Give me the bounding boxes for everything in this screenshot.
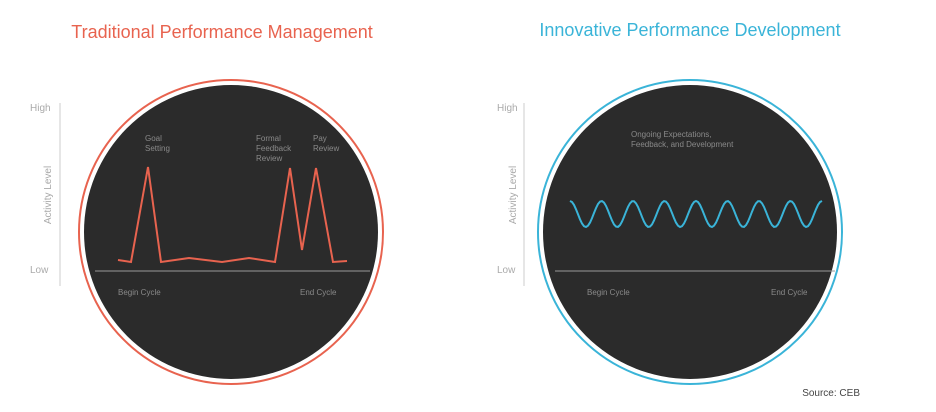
left-begin: Begin Cycle — [118, 288, 161, 297]
left-ring — [78, 79, 384, 385]
annotation: Goal Setting — [145, 134, 170, 153]
left-high: High — [30, 103, 51, 114]
right-low: Low — [497, 265, 516, 276]
right-high: High — [497, 103, 518, 114]
right-begin: Begin Cycle — [587, 288, 630, 297]
annotation: Formal Feedback Review — [256, 134, 292, 163]
right-y-label: Activity Level — [508, 166, 519, 224]
left-title: Traditional Performance Management — [71, 22, 372, 42]
left-end: End Cycle — [300, 288, 337, 297]
right-disc — [543, 85, 837, 379]
right-ring — [537, 79, 843, 385]
right-title: Innovative Performance Development — [539, 20, 840, 40]
activity-wave — [569, 199, 823, 229]
activity-line — [117, 166, 348, 264]
annotation: Ongoing Expectations, Feedback, and Devel… — [631, 130, 734, 149]
annotation: Pay Review — [313, 134, 339, 153]
left-disc — [84, 85, 378, 379]
source: Source: CEB — [802, 388, 860, 399]
left-y-label: Activity Level — [43, 166, 54, 224]
right-end: End Cycle — [771, 288, 808, 297]
left-low: Low — [30, 265, 49, 276]
